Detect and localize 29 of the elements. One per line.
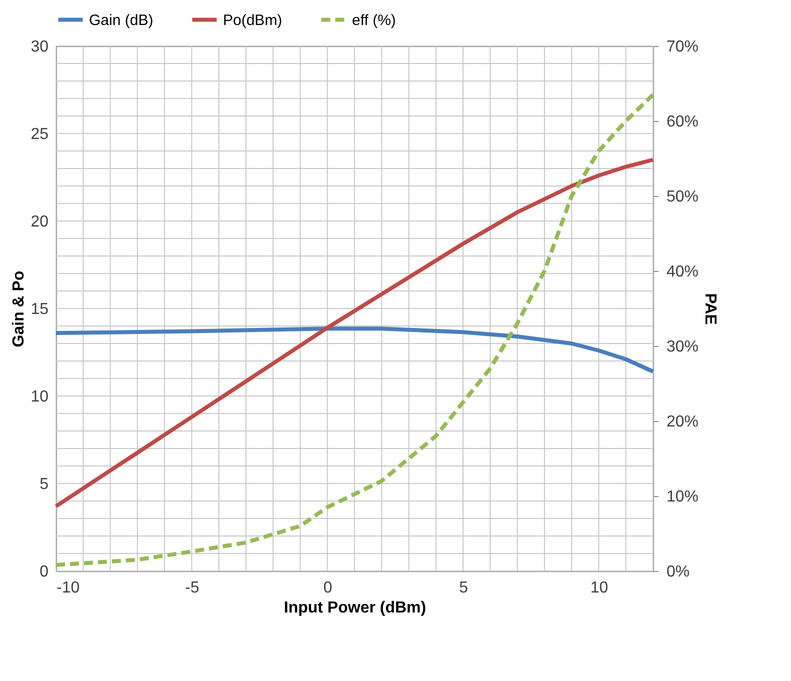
y-tick-label: 10 — [30, 388, 49, 406]
x-tick-label: 5 — [459, 580, 468, 596]
y-tick-label: 20 — [30, 214, 49, 230]
y2-tick-label: 20% — [666, 414, 699, 430]
y-tick-label: 25 — [30, 126, 49, 143]
legend-label: Po(dBm) — [223, 12, 282, 29]
y2-tick-label: 60% — [666, 114, 699, 130]
x-tick-label: -10 — [56, 580, 80, 596]
y2-tick-label: 40% — [666, 264, 699, 280]
y2-axis-title: PAE — [702, 293, 719, 326]
legend-label: Gain (dB) — [89, 12, 154, 29]
line-series — [54, 326, 655, 374]
line-series — [54, 158, 655, 508]
y2-tick-label: 50% — [666, 188, 699, 206]
y-tick-label: 5 — [40, 476, 49, 493]
x-tick-label: -5 — [185, 580, 200, 596]
legend-label: eff (%) — [352, 12, 396, 29]
y-tick-label: 30 — [30, 38, 49, 56]
y2-tick-label: 10% — [666, 488, 699, 506]
x-axis-title: Input Power (dBm) — [284, 600, 426, 616]
y-tick-label: 15 — [30, 301, 49, 318]
y2-tick-label: 0% — [666, 564, 690, 580]
y-axis-title: Gain & Po — [10, 270, 28, 348]
x-tick-label: 10 — [590, 580, 608, 596]
line-series — [54, 92, 655, 567]
x-tick-label: 0 — [323, 580, 332, 596]
y2-tick-label: 30% — [666, 338, 699, 356]
y2-tick-label: 70% — [666, 38, 699, 56]
y-tick-label: 0 — [40, 564, 49, 580]
